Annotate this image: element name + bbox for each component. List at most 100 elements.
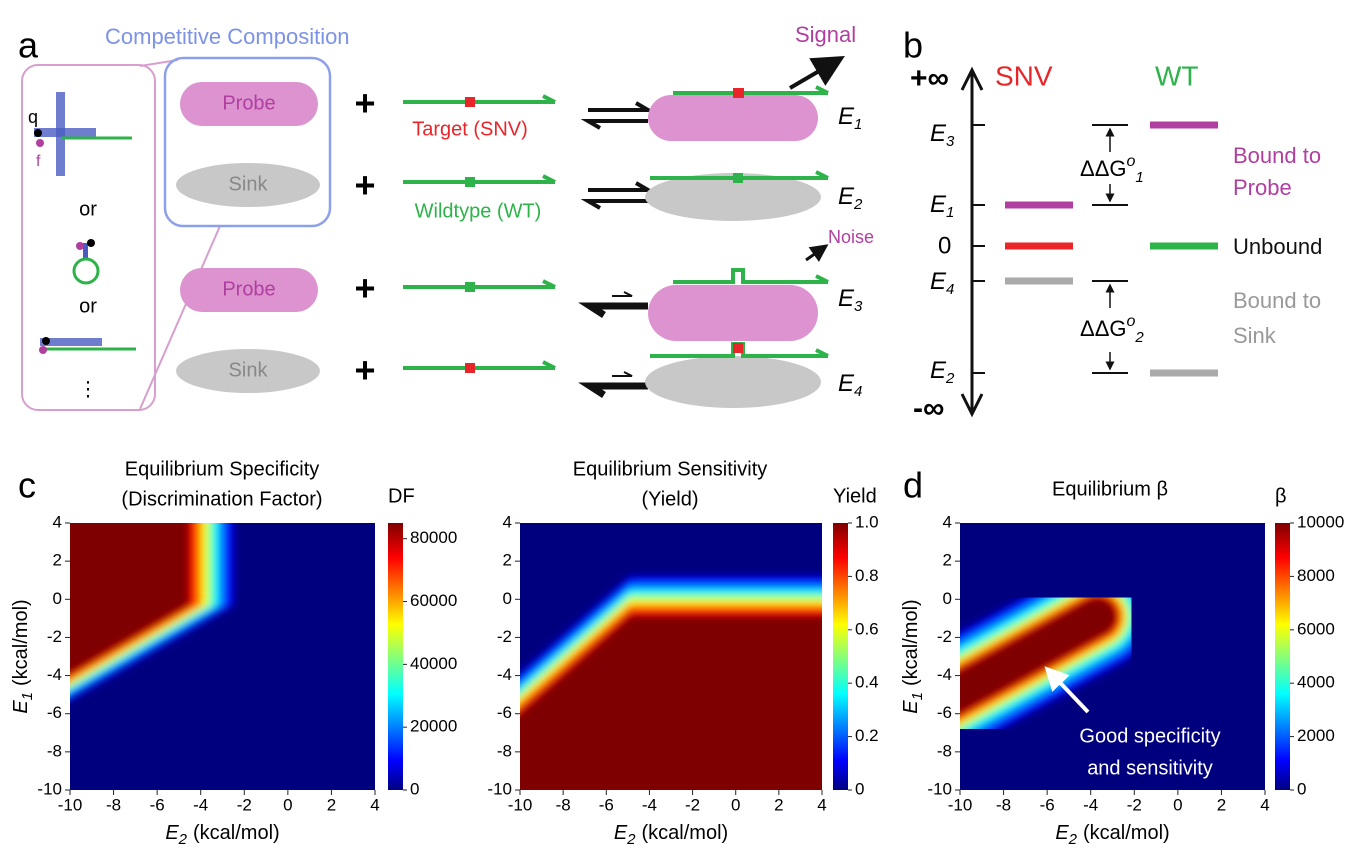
x-tick-label: -10 <box>58 795 83 814</box>
probe-arm <box>40 338 102 346</box>
x-tick-label: -8 <box>106 795 121 814</box>
chart-title: Equilibrium β <box>1052 478 1168 500</box>
y-tick-label: 4 <box>943 512 952 531</box>
panel-label: d <box>903 465 923 506</box>
energy-var: E <box>838 370 855 397</box>
ddg-text: ΔΔG <box>1080 316 1127 341</box>
axis-var: E <box>1055 822 1069 844</box>
x-tick-label: 2 <box>774 795 783 814</box>
panel-label: c <box>18 465 36 506</box>
x-tick-label: -2 <box>685 795 700 814</box>
y-tick-label: 0 <box>943 589 952 608</box>
fluorophore <box>36 139 44 147</box>
colorbar-tick-label: 0.6 <box>855 619 879 638</box>
y-tick-label: 4 <box>503 512 512 531</box>
x-tick-label: 0 <box>283 795 292 814</box>
or-text: or <box>79 198 97 220</box>
x-tick-label: 0 <box>731 795 740 814</box>
colorbar-tick-label: 10000 <box>1297 512 1344 531</box>
level-label: E3 <box>930 120 955 150</box>
strand <box>403 94 556 104</box>
colorbar-tick-label: 80000 <box>410 528 457 547</box>
y-tick-label: -6 <box>47 703 62 722</box>
panel-label: b <box>903 25 923 66</box>
colorbar-label: DF <box>388 485 415 507</box>
ddg-sup: o <box>1127 313 1136 330</box>
heatmap-chart: Equilibrium Sensitivity (Yield) -10 -8 -6 -4 -… <box>487 458 879 848</box>
strand-label: Target (SNV) <box>412 118 528 140</box>
plus: + <box>354 165 375 206</box>
annotation: Good specificity <box>1079 725 1220 747</box>
group-title: Competitive Composition <box>105 24 350 49</box>
ddg-label: ΔΔGo2 <box>1080 313 1144 346</box>
energy-sub: 2 <box>853 196 863 213</box>
sink-shape <box>645 356 821 408</box>
ellipsis: ⋮ <box>78 378 98 400</box>
state-label: Bound to <box>1233 288 1321 313</box>
energy-sub: 1 <box>946 204 954 221</box>
quencher <box>87 239 95 247</box>
axis-var: E <box>900 700 922 714</box>
axis-sub: 2 <box>626 831 636 848</box>
probe-stem <box>83 243 88 259</box>
energy-sub: 3 <box>946 133 955 150</box>
strand-label: Wildtype (WT) <box>415 200 542 222</box>
y-tick-label: -10 <box>487 779 512 798</box>
column-label: SNV <box>995 60 1053 91</box>
energy-sub: 4 <box>854 383 862 400</box>
panel-b: b +∞ -∞ SNV WT E3 E1 0 E4 E2 ΔΔGo1 ΔΔGo2… <box>903 25 1322 425</box>
state-label: Probe <box>1233 175 1292 200</box>
energy-var: E <box>838 285 855 312</box>
probe-shape <box>648 285 818 341</box>
strand <box>403 174 556 184</box>
axis-bottom: -∞ <box>913 392 944 425</box>
y-tick-label: -10 <box>37 779 62 798</box>
plus: + <box>354 83 375 124</box>
ddg-sub: 2 <box>1134 329 1144 346</box>
design-box <box>21 64 156 411</box>
sink-shape <box>176 163 320 207</box>
heatmap-field <box>70 523 234 700</box>
quencher <box>34 129 42 137</box>
equilibrium-arrow <box>612 291 633 297</box>
y-tick-label: -4 <box>497 665 512 684</box>
x-tick-label: 2 <box>1217 795 1226 814</box>
energy-var: E <box>838 103 855 130</box>
energy-sub: 4 <box>946 281 954 298</box>
heatmap <box>960 523 1265 790</box>
chart-subtitle: (Yield) <box>641 488 698 510</box>
noise-arrow <box>805 244 829 262</box>
strand <box>673 85 829 95</box>
equilibrium-arrow <box>588 101 656 112</box>
reagent-label: Probe <box>222 92 275 114</box>
level-label: E1 <box>930 191 954 221</box>
sink-shape <box>176 349 320 393</box>
axis-unit: (kcal/mol) <box>642 822 729 844</box>
y-tick-label: -10 <box>927 779 952 798</box>
probe-shape <box>180 268 318 312</box>
plus: + <box>354 268 375 309</box>
annotation: and sensitivity <box>1087 757 1213 779</box>
ddg-sub: 1 <box>1135 169 1143 186</box>
energy-sub: 3 <box>854 298 863 315</box>
quencher-label: q <box>28 107 38 127</box>
x-tick-label: -10 <box>948 795 973 814</box>
equilibrium-arrow <box>580 199 648 210</box>
chart-title: Equilibrium Specificity <box>125 458 320 480</box>
axis-var: E <box>614 822 628 844</box>
y-tick-label: -8 <box>497 741 512 760</box>
snv-site <box>465 363 475 373</box>
heat-layer <box>70 523 190 675</box>
axis-top: +∞ <box>910 62 949 95</box>
ddg-label: ΔΔGo1 <box>1080 153 1144 186</box>
energy-label: E1 <box>838 103 862 133</box>
x-tick-label: -6 <box>599 795 614 814</box>
energy-label: E2 <box>838 183 863 213</box>
colorbar-label: Yield <box>833 485 877 507</box>
y-tick-label: -2 <box>497 627 512 646</box>
axis-sub: 1 <box>19 692 36 700</box>
colorbar <box>388 523 403 790</box>
equilibrium-arrow <box>588 181 656 192</box>
y-tick-label: 2 <box>943 551 952 570</box>
y-tick-label: -6 <box>937 703 952 722</box>
